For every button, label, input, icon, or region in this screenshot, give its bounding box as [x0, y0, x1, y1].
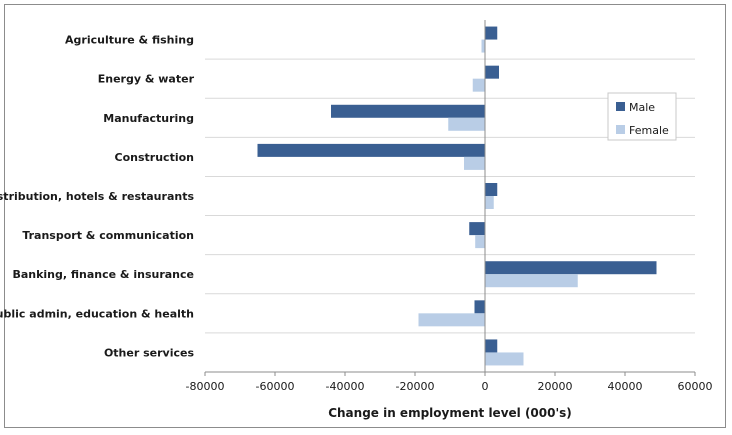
bar-male-1 — [485, 65, 499, 79]
legend-label-female: Female — [629, 124, 669, 137]
x-tick-label: 0 — [482, 380, 489, 393]
bar-female-3 — [464, 156, 485, 170]
x-tick-label: 40000 — [608, 380, 643, 393]
x-tick-label: 60000 — [678, 380, 713, 393]
legend-swatch-male — [616, 102, 625, 111]
x-tick-labels: -80000 -60000 -40000 -20000 0 20000 40000 60000 — [186, 380, 713, 393]
bar-female-2 — [448, 117, 485, 131]
bar-female-6 — [485, 274, 578, 288]
x-tick-label: -80000 — [186, 380, 225, 393]
category-label: Distribution, hotels & restaurants — [0, 190, 194, 203]
legend: Male Female — [607, 92, 677, 141]
bar-female-7 — [418, 313, 485, 327]
legend-swatch-female — [616, 125, 625, 134]
axes — [204, 20, 696, 376]
category-label: Agriculture & fishing — [65, 34, 194, 47]
x-tick-label: -20000 — [396, 380, 435, 393]
x-tick-label: -60000 — [256, 380, 295, 393]
category-label: Other services — [104, 346, 195, 359]
category-labels: Agriculture & fishing Energy & water Manuf… — [0, 34, 195, 360]
category-label: Manufacturing — [103, 112, 194, 125]
bar-male-0 — [485, 26, 498, 40]
bar-male-7 — [474, 300, 485, 314]
x-tick-label: 20000 — [538, 380, 573, 393]
category-label: Public admin, education & health — [0, 307, 194, 320]
bar-male-3 — [257, 143, 485, 157]
category-label: Banking, finance & insurance — [12, 268, 194, 281]
x-tick-label: -40000 — [326, 380, 365, 393]
category-label: Transport & communication — [22, 229, 194, 242]
bar-male-6 — [485, 261, 657, 275]
bar-male-8 — [485, 339, 498, 353]
bar-female-4 — [485, 196, 494, 209]
bar-female-8 — [485, 352, 524, 366]
bar-female-5 — [475, 235, 485, 249]
x-axis-label: Change in employment level (000's) — [328, 406, 572, 420]
bar-male-5 — [469, 222, 485, 236]
category-label: Construction — [115, 151, 194, 164]
bars — [257, 26, 657, 366]
category-label: Energy & water — [98, 73, 195, 86]
legend-label-male: Male — [629, 101, 655, 114]
bar-female-1 — [472, 78, 485, 92]
bar-male-2 — [331, 104, 485, 118]
bar-male-4 — [485, 183, 498, 196]
bar-female-0 — [481, 39, 485, 53]
